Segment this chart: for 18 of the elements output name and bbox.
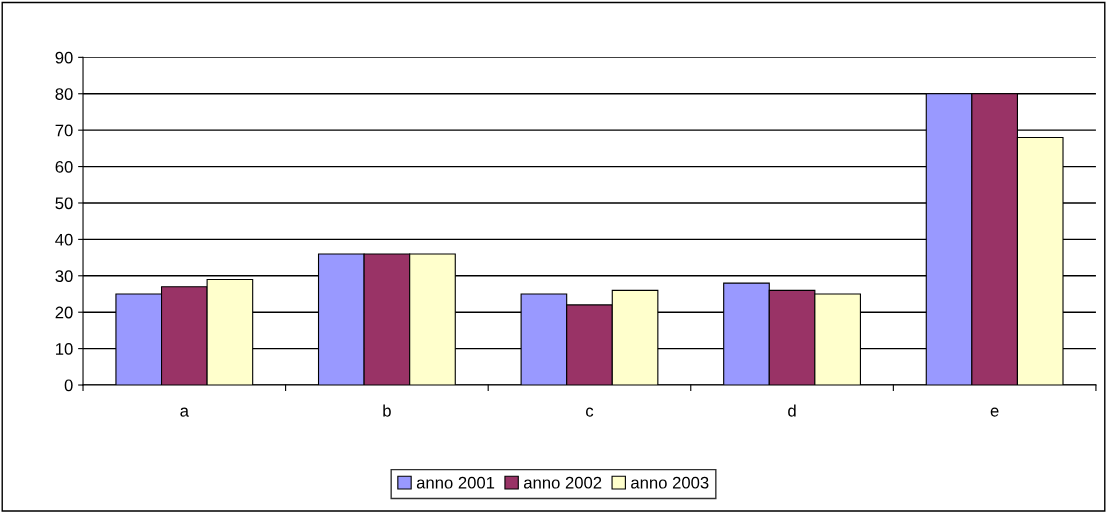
legend-label: anno 2002 [523,476,602,489]
x-tick-label: b [383,404,391,417]
y-tick-label: 20 [55,306,73,319]
x-tick-label: d [788,404,796,417]
y-tick-label: 0 [64,379,73,392]
x-tick-label: e [990,407,999,417]
legend-label: anno 2003 [631,476,709,489]
y-tick-label: 90 [55,51,73,64]
y-tick-label: 50 [55,197,73,210]
x-tick-label: a [180,407,189,417]
y-tick-label: 80 [55,88,73,100]
y-tick-label: 30 [55,270,73,282]
x-tick-label: c [586,407,594,417]
legend-label: anno 2001 [416,476,495,489]
y-tick-label: 40 [55,233,73,246]
y-tick-label: 60 [55,160,73,173]
y-tick-label: 10 [56,343,73,355]
y-tick-label: 70 [55,124,73,137]
